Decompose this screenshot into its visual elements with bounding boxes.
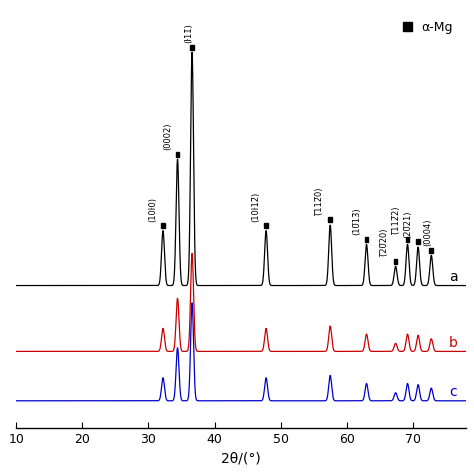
Text: (10ŀ12̄): (10ŀ12̄) xyxy=(252,191,261,221)
Text: (0002): (0002) xyxy=(163,123,172,150)
Text: (10̅13̄): (10̅13̄) xyxy=(352,208,361,235)
Text: (0004): (0004) xyxy=(423,219,432,246)
X-axis label: 2θ/(°): 2θ/(°) xyxy=(221,452,261,465)
FancyBboxPatch shape xyxy=(176,152,179,156)
FancyBboxPatch shape xyxy=(365,237,368,242)
Text: (̅112̅0): (̅112̅0) xyxy=(316,189,325,216)
Text: c: c xyxy=(449,385,457,400)
Text: a: a xyxy=(449,270,458,284)
Text: (10ŀ0): (10ŀ0) xyxy=(148,197,157,221)
Text: (20̅21): (20̅21) xyxy=(404,210,413,238)
Text: (ŀ11̄): (ŀ11̄) xyxy=(184,23,193,43)
Text: b: b xyxy=(449,336,458,350)
Text: (̅20̅20): (̅20̅20) xyxy=(381,230,390,257)
FancyBboxPatch shape xyxy=(328,218,332,222)
Text: (̅112̅2): (̅112̅2) xyxy=(393,208,402,235)
FancyBboxPatch shape xyxy=(190,45,194,49)
FancyBboxPatch shape xyxy=(161,223,165,228)
FancyBboxPatch shape xyxy=(264,223,268,228)
FancyBboxPatch shape xyxy=(394,259,397,264)
FancyBboxPatch shape xyxy=(406,237,410,242)
FancyBboxPatch shape xyxy=(416,239,420,245)
FancyBboxPatch shape xyxy=(429,247,433,253)
Legend: α-Mg: α-Mg xyxy=(397,15,459,40)
